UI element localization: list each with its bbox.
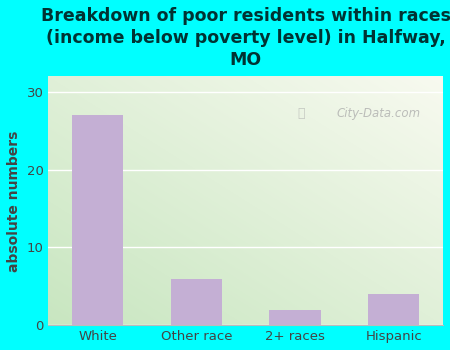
Bar: [171, 279, 222, 325]
Text: ⓘ: ⓘ: [297, 107, 305, 120]
Bar: [368, 294, 419, 325]
Bar: [72, 115, 123, 325]
Text: City-Data.com: City-Data.com: [337, 107, 421, 120]
Title: Breakdown of poor residents within races
(income below poverty level) in Halfway: Breakdown of poor residents within races…: [40, 7, 450, 69]
Y-axis label: absolute numbers: absolute numbers: [7, 130, 21, 272]
Bar: [270, 310, 321, 325]
